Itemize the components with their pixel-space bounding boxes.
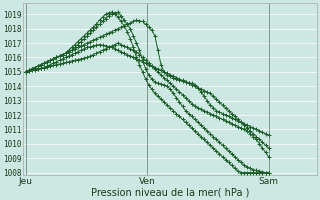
X-axis label: Pression niveau de la mer( hPa ): Pression niveau de la mer( hPa ) [91,187,249,197]
